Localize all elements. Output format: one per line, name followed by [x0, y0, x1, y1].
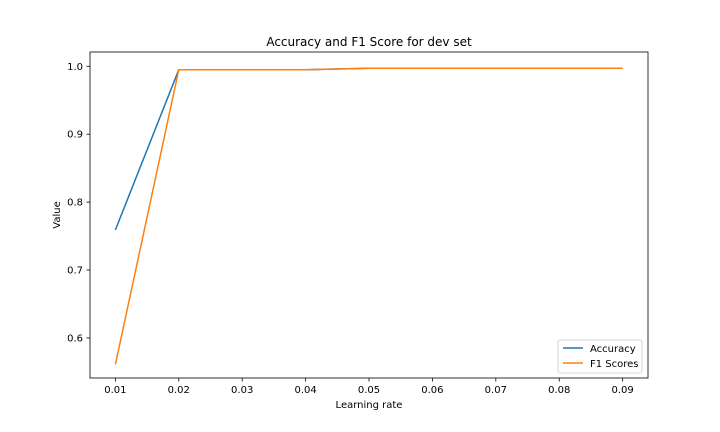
- x-tick-label: 0.07: [485, 385, 507, 396]
- y-axis-label: Value: [52, 201, 63, 228]
- series-line-accuracy: [114, 67, 623, 231]
- y-tick-label: 0.9: [67, 130, 83, 141]
- chart-title: Accuracy and F1 Score for dev set: [266, 35, 472, 49]
- legend-label-f1-scores: F1 Scores: [590, 359, 639, 370]
- y-tick-label: 0.8: [67, 198, 83, 209]
- x-axis-label: Learning rate: [336, 400, 403, 411]
- series-layer: [114, 67, 623, 365]
- y-axis-ticks: 0.6 0.7 0.8 0.9 1.0: [67, 62, 90, 344]
- x-tick-label: 0.02: [168, 385, 190, 396]
- y-tick-label: 1.0: [67, 62, 83, 73]
- x-tick-label: 0.09: [612, 385, 634, 396]
- legend-label-accuracy: Accuracy: [590, 344, 636, 355]
- x-tick-label: 0.05: [358, 385, 380, 396]
- x-tick-label: 0.01: [104, 385, 126, 396]
- y-tick-label: 0.7: [67, 266, 83, 277]
- y-tick-label: 0.6: [67, 333, 83, 344]
- x-tick-label: 0.04: [294, 385, 316, 396]
- plot-frame: [89, 51, 649, 379]
- x-tick-label: 0.08: [548, 385, 570, 396]
- x-tick-label: 0.03: [231, 385, 253, 396]
- x-tick-label: 0.06: [421, 385, 443, 396]
- legend: Accuracy F1 Scores: [557, 339, 643, 374]
- x-axis-ticks: 0.01 0.02 0.03 0.04 0.05 0.06 0.07 0.08 0.09: [104, 378, 634, 396]
- series-line-f1-scores: [114, 67, 623, 365]
